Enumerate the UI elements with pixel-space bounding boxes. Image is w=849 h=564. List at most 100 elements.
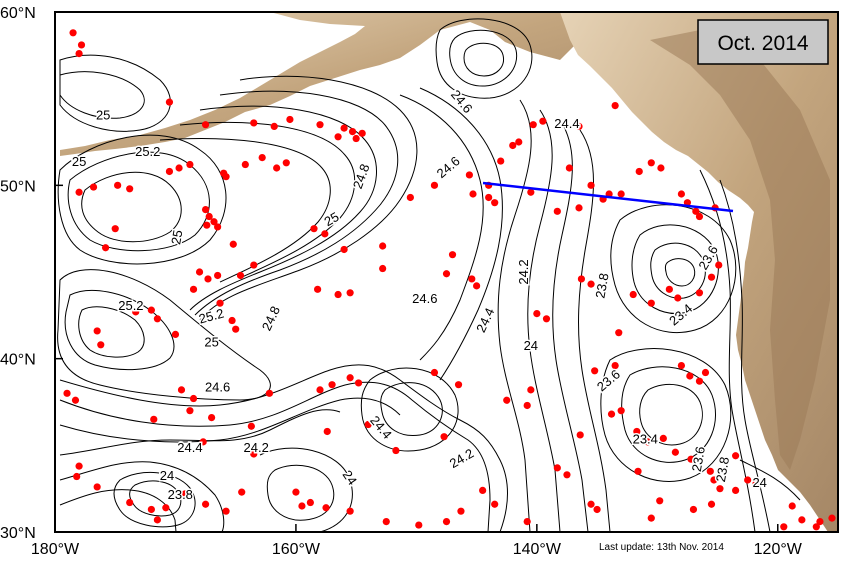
- longitude-axis: 180°W 160°W 140°W 120°W: [31, 524, 803, 558]
- float-marker: [186, 407, 194, 415]
- lat-tick-label: 60°N: [0, 5, 36, 22]
- float-marker: [611, 102, 619, 110]
- float-marker: [392, 446, 400, 455]
- float-marker: [379, 264, 387, 273]
- float-marker: [448, 251, 457, 259]
- float-marker: [457, 507, 465, 515]
- float-marker: [247, 422, 255, 430]
- lat-tick-label: 50°N: [0, 178, 36, 195]
- float-marker: [732, 486, 740, 494]
- contour-label: 24: [160, 468, 174, 483]
- float-marker: [232, 325, 240, 333]
- float-marker: [689, 505, 698, 514]
- contour-label: 23.8: [168, 487, 193, 502]
- float-marker: [298, 502, 306, 510]
- float-marker: [615, 329, 623, 337]
- contour-label: 25: [168, 229, 185, 246]
- float-marker: [812, 523, 820, 531]
- float-marker: [798, 516, 806, 524]
- float-marker: [201, 206, 210, 214]
- landmass-alaska: [60, 12, 580, 156]
- float-marker: [485, 193, 493, 202]
- float-marker: [442, 270, 451, 278]
- float-marker: [647, 299, 655, 307]
- float-marker: [665, 285, 673, 293]
- float-marker: [577, 275, 586, 283]
- float-marker: [563, 471, 571, 479]
- float-marker: [707, 273, 716, 281]
- lon-tick-label: 120°W: [754, 541, 803, 558]
- last-update-note: Last update: 13th Nov. 2014: [599, 542, 724, 553]
- float-marker: [316, 121, 324, 129]
- float-marker: [527, 386, 535, 394]
- float-marker: [576, 431, 584, 439]
- float-marker: [126, 498, 134, 507]
- float-marker: [527, 188, 535, 196]
- contour-label: 24.4: [177, 440, 202, 455]
- float-marker: [204, 275, 212, 283]
- float-marker: [328, 381, 336, 389]
- float-marker: [491, 199, 499, 207]
- float-marker: [686, 372, 694, 380]
- float-marker: [201, 500, 210, 508]
- float-marker: [114, 181, 122, 189]
- contour-label: 23.6: [689, 445, 708, 473]
- float-marker: [816, 518, 824, 526]
- float-marker: [575, 122, 583, 130]
- float-marker: [153, 315, 161, 323]
- float-marker: [89, 183, 98, 191]
- float-marker: [270, 122, 278, 130]
- float-marker: [587, 181, 595, 189]
- float-marker: [442, 518, 451, 526]
- contour-label: 24.6: [205, 380, 230, 395]
- float-marker: [208, 414, 216, 422]
- contour-label: 25: [96, 107, 110, 122]
- float-marker: [382, 518, 390, 526]
- float-marker: [430, 181, 439, 189]
- float-marker: [617, 190, 625, 198]
- float-marker: [147, 505, 155, 514]
- float-marker: [515, 138, 523, 146]
- float-marker: [617, 407, 625, 415]
- lon-tick-label: 140°W: [513, 541, 562, 558]
- lat-tick-label: 30°N: [0, 525, 36, 542]
- float-marker: [126, 185, 134, 193]
- float-marker: [258, 154, 266, 162]
- float-marker: [75, 50, 83, 58]
- float-marker: [205, 212, 213, 221]
- float-marker: [677, 362, 686, 370]
- title-box: Oct. 2014: [697, 19, 829, 65]
- lon-tick-label: 180°W: [31, 541, 80, 558]
- float-marker: [150, 415, 158, 423]
- float-marker: [379, 242, 387, 250]
- float-marker: [250, 261, 258, 269]
- float-marker: [222, 173, 230, 181]
- float-marker: [236, 271, 245, 280]
- float-marker: [473, 282, 481, 290]
- map-frame: [54, 11, 839, 533]
- float-marker: [587, 500, 595, 508]
- float-marker: [692, 207, 700, 215]
- contour-label: 24.2: [244, 440, 269, 455]
- float-marker: [199, 438, 207, 446]
- float-marker: [647, 159, 655, 167]
- float-marker: [216, 299, 224, 307]
- float-marker: [282, 159, 290, 167]
- float-marker: [744, 476, 752, 484]
- float-marker: [201, 121, 210, 129]
- float-marker: [468, 275, 476, 283]
- float-marker: [71, 396, 80, 404]
- float-marker: [93, 483, 101, 491]
- float-marker: [406, 193, 414, 202]
- float-marker: [346, 507, 354, 515]
- float-marker: [644, 438, 652, 446]
- float-marker: [210, 218, 218, 226]
- float-marker: [238, 488, 246, 496]
- float-marker: [358, 129, 366, 137]
- float-marker: [316, 386, 324, 394]
- float-marker: [529, 121, 537, 129]
- float-marker: [228, 316, 236, 325]
- float-marker: [75, 462, 83, 470]
- float-marker: [656, 497, 664, 505]
